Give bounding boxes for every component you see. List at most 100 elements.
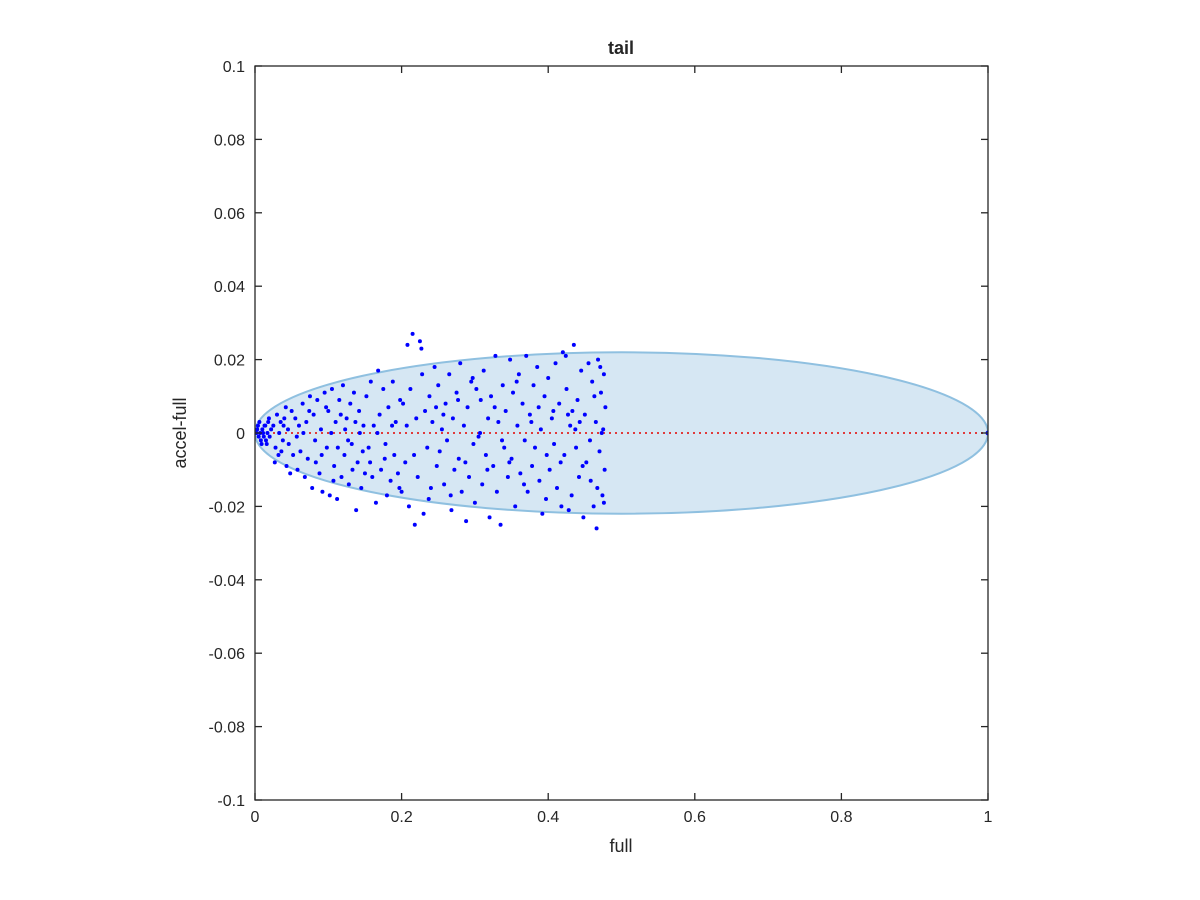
y-axis-label: accel-full	[170, 397, 190, 468]
data-point	[377, 412, 382, 417]
data-point	[434, 405, 439, 410]
data-point	[364, 394, 369, 399]
x-tick-label: 0.8	[830, 809, 852, 826]
data-point	[478, 397, 483, 402]
data-point	[258, 438, 263, 443]
data-point	[371, 423, 376, 428]
data-point	[554, 486, 559, 491]
data-point	[366, 445, 371, 450]
data-point	[538, 427, 543, 432]
data-point	[381, 386, 386, 391]
data-point	[276, 453, 281, 458]
axis-ticks	[254, 65, 989, 801]
data-point	[577, 419, 582, 424]
y-tick-labels: -0.1 -0.08 -0.06 -0.04 -0.02 0 0.02 0.04 0.06 0.0…	[209, 59, 246, 810]
data-point	[324, 445, 329, 450]
data-point	[386, 405, 391, 410]
data-point	[412, 453, 417, 458]
data-point	[311, 412, 316, 417]
data-point	[288, 471, 293, 476]
data-point	[587, 438, 592, 443]
data-point	[558, 460, 563, 465]
data-point	[524, 353, 529, 358]
data-point	[350, 467, 355, 472]
y-tick-label: -0.08	[209, 720, 246, 737]
data-point	[450, 416, 455, 421]
data-point	[437, 449, 442, 454]
data-point	[601, 500, 606, 505]
data-point	[498, 522, 503, 527]
data-point	[576, 475, 581, 480]
y-tick-label: 0.08	[214, 132, 245, 149]
data-point	[588, 478, 593, 483]
data-point	[255, 423, 260, 428]
data-point	[463, 460, 468, 465]
data-point	[520, 401, 525, 406]
data-point	[355, 460, 360, 465]
data-point	[317, 471, 322, 476]
y-tick-label: 0.06	[214, 206, 245, 223]
x-tick-label: 0.4	[537, 809, 559, 826]
data-point	[439, 427, 444, 432]
data-point	[432, 364, 437, 369]
data-point	[259, 442, 264, 447]
data-point	[461, 423, 466, 428]
data-point	[594, 526, 599, 531]
data-point	[529, 419, 534, 424]
data-point	[360, 449, 365, 454]
data-point	[291, 453, 296, 458]
data-point	[598, 364, 603, 369]
data-point	[265, 431, 270, 435]
data-point	[454, 390, 459, 395]
data-point	[406, 504, 411, 509]
data-point	[557, 401, 562, 406]
data-point	[500, 383, 505, 388]
data-point	[458, 361, 463, 366]
data-point	[395, 471, 400, 476]
data-point	[502, 445, 507, 450]
data-point	[282, 416, 287, 421]
data-point	[434, 464, 439, 469]
data-point	[286, 442, 291, 447]
data-point	[403, 460, 408, 465]
data-point	[478, 431, 483, 435]
data-point	[527, 412, 532, 417]
data-point	[379, 467, 384, 472]
data-point	[351, 390, 356, 395]
data-point	[492, 405, 497, 410]
data-point	[485, 467, 490, 472]
data-point	[390, 423, 395, 428]
data-point	[343, 427, 348, 432]
data-point	[470, 375, 475, 380]
data-point	[332, 464, 337, 469]
data-point	[421, 511, 426, 516]
y-tick-label: -0.02	[209, 499, 246, 516]
data-point	[592, 394, 597, 399]
data-point	[324, 405, 329, 410]
data-point	[370, 475, 375, 480]
data-point	[579, 368, 584, 373]
data-point	[375, 431, 380, 435]
data-point	[573, 427, 578, 432]
data-point	[584, 460, 589, 465]
data-point	[342, 453, 347, 458]
data-point	[599, 431, 604, 435]
data-point	[302, 475, 307, 480]
data-point	[553, 361, 558, 366]
data-point	[278, 419, 283, 424]
data-point	[516, 372, 521, 377]
data-point	[262, 423, 267, 428]
data-point	[415, 475, 420, 480]
data-point	[598, 390, 603, 395]
data-point	[511, 390, 516, 395]
data-point	[295, 467, 300, 472]
data-point	[474, 386, 479, 391]
data-point	[443, 401, 448, 406]
data-point	[565, 412, 570, 417]
data-point	[340, 383, 345, 388]
data-point	[546, 375, 551, 380]
data-point	[307, 408, 312, 413]
data-point	[549, 416, 554, 421]
data-point	[481, 368, 486, 373]
data-point	[346, 438, 351, 443]
